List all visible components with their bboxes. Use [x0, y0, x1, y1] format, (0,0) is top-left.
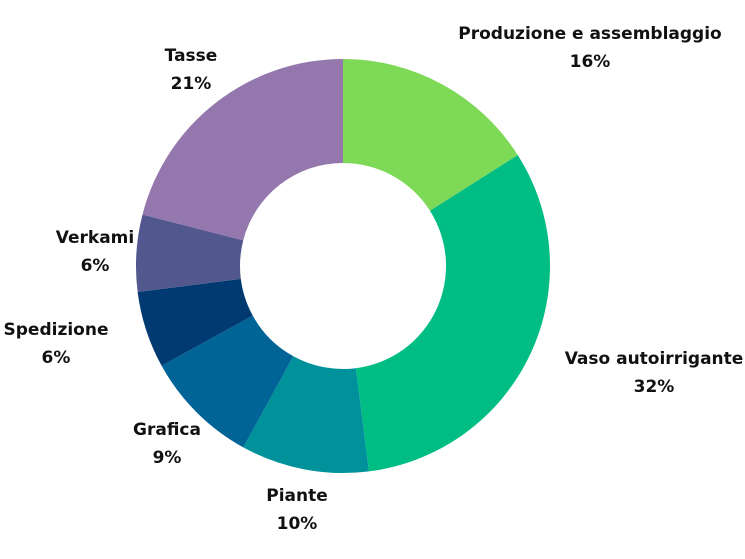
- label-spedizione: Spedizione 6%: [4, 316, 109, 372]
- label-tasse: Tasse 21%: [165, 42, 218, 98]
- slice-tasse: [142, 59, 343, 241]
- slice-piante: [243, 356, 369, 473]
- slice-produzione-e-assemblaggio: [343, 59, 518, 211]
- label-produzione: Produzione e assemblaggio 16%: [458, 20, 721, 76]
- label-verkami: Verkami 6%: [56, 224, 134, 280]
- label-verkami-value: 6%: [80, 256, 110, 276]
- label-vaso-value: 32%: [633, 377, 675, 397]
- label-piante-name: Piante: [266, 486, 328, 506]
- slice-spedizione: [137, 278, 253, 366]
- label-grafica-name: Grafica: [133, 420, 201, 440]
- label-tasse-name: Tasse: [164, 46, 218, 66]
- label-piante: Piante 10%: [266, 482, 328, 538]
- slice-verkami: [136, 214, 244, 292]
- label-grafica: Grafica 9%: [133, 416, 201, 472]
- label-vaso-name: Vaso autoirrigante: [564, 349, 744, 369]
- label-produzione-name: Produzione e assemblaggio: [458, 24, 722, 44]
- label-tasse-value: 21%: [170, 74, 212, 94]
- slice-vaso-autoirrigante: [355, 155, 551, 472]
- label-spedizione-name: Spedizione: [3, 320, 109, 340]
- slice-grafica: [161, 315, 294, 448]
- label-vaso: Vaso autoirrigante 32%: [565, 345, 744, 401]
- label-grafica-value: 9%: [152, 448, 182, 468]
- label-produzione-value: 16%: [569, 52, 611, 72]
- label-piante-value: 10%: [276, 514, 318, 534]
- label-spedizione-value: 6%: [41, 348, 71, 368]
- label-verkami-name: Verkami: [55, 228, 135, 248]
